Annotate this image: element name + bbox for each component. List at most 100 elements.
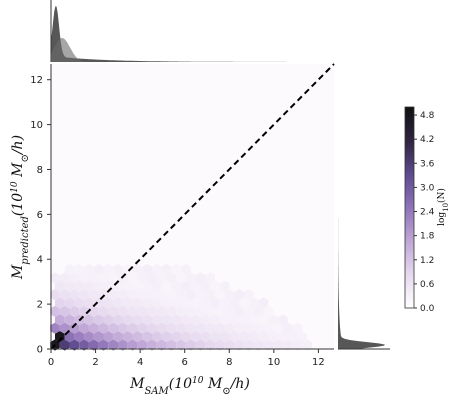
hex-cell — [195, 339, 206, 351]
y-tick-label: 10 — [30, 120, 43, 131]
hex-cell — [205, 339, 215, 351]
y-tick-label: 12 — [30, 75, 43, 86]
hex-cell — [234, 339, 245, 351]
hex-cell — [79, 272, 89, 284]
hex-cell — [171, 280, 182, 292]
x-axis-label: MSAM(1010 M⊙/h) — [129, 376, 250, 397]
hex-cell — [156, 339, 167, 351]
colorbar-tick-label: 4.8 — [420, 111, 435, 121]
hex-cell — [84, 280, 94, 292]
hex-cell — [55, 297, 65, 309]
colorbar-tick-label: 1.8 — [420, 232, 435, 242]
hex-cell — [176, 322, 186, 334]
hex-cell — [127, 289, 138, 301]
hex-cell — [93, 331, 104, 343]
hex-cell — [132, 314, 143, 326]
hex-cell — [282, 322, 293, 334]
hex-cell — [108, 339, 118, 351]
hex-cell — [50, 289, 60, 301]
hex-cell — [268, 331, 279, 343]
hex-cell — [64, 280, 75, 292]
hex-cell — [190, 297, 201, 309]
hex-cell — [137, 289, 148, 301]
hex-cell — [181, 331, 191, 343]
hex-cell — [98, 339, 109, 351]
hex-cell — [152, 331, 162, 343]
hex-cell — [93, 280, 104, 292]
hex-cell — [127, 272, 138, 284]
hex-cell — [132, 297, 143, 309]
hex-cell — [84, 263, 94, 275]
hex-cell — [88, 272, 99, 284]
hex-cell — [219, 297, 230, 309]
hex-cell — [263, 339, 274, 351]
hex-cell — [147, 322, 157, 334]
hex-cell — [166, 272, 177, 284]
hex-cell — [166, 305, 177, 317]
hex-cell — [263, 322, 274, 334]
hex-cell — [79, 322, 89, 334]
y-tick-label: 4 — [37, 255, 43, 266]
hex-cell — [122, 263, 133, 275]
hex-cell — [93, 297, 104, 309]
hex-cell — [127, 339, 138, 351]
hex-cell — [74, 263, 85, 275]
hex-cell — [127, 305, 138, 317]
top-marginal — [50, 0, 334, 62]
hex-cell — [224, 289, 235, 301]
hex-cell — [161, 263, 172, 275]
colorbar-tick-label: 4.2 — [420, 135, 434, 145]
hex-cell — [98, 322, 109, 334]
hex-cell — [224, 339, 235, 351]
x-tick-label: 2 — [92, 357, 98, 368]
hex-cell — [176, 289, 186, 301]
hex-cell — [200, 297, 211, 309]
x-tick-label: 0 — [48, 357, 54, 368]
hex-cell — [219, 280, 230, 292]
hex-cell — [118, 305, 128, 317]
hex-cell — [108, 289, 118, 301]
hex-cell — [152, 297, 162, 309]
hex-cell — [176, 305, 186, 317]
hex-cell — [253, 339, 264, 351]
hex-cell — [210, 331, 220, 343]
y-tick-label: 2 — [37, 300, 43, 311]
hex-cell — [69, 305, 80, 317]
right-marginal — [338, 64, 390, 350]
hex-cell — [229, 297, 240, 309]
hex-cell — [84, 297, 94, 309]
colorbar-tick-label: 1.2 — [420, 256, 434, 266]
hex-cell — [258, 314, 269, 326]
hex-cell — [69, 289, 80, 301]
hex-cell — [161, 314, 172, 326]
hex-cell — [59, 272, 70, 284]
hex-cell — [161, 331, 172, 343]
hex-cell — [137, 339, 148, 351]
hex-cell — [181, 280, 191, 292]
hex-cell — [229, 314, 240, 326]
hex-cell — [118, 339, 128, 351]
hex-cell — [239, 297, 249, 309]
hex-cell — [219, 314, 230, 326]
hex-cell — [50, 322, 60, 334]
hex-cell — [79, 289, 89, 301]
hex-cell — [147, 272, 157, 284]
hex-cell — [185, 272, 196, 284]
hex-cell — [113, 314, 123, 326]
hex-cell — [195, 322, 206, 334]
hex-cell — [253, 322, 264, 334]
colorbar-tick-label: 0.0 — [420, 304, 435, 314]
hex-cell — [258, 331, 269, 343]
hex-cell — [200, 331, 211, 343]
hex-cell — [210, 314, 220, 326]
right-marginal-kde — [338, 64, 385, 349]
hex-cell — [166, 289, 177, 301]
y-ticks: 0 2 4 6 8 10 12 — [30, 75, 51, 356]
hex-cell — [185, 339, 196, 351]
y-tick-label: 6 — [37, 210, 43, 221]
x-tick-label: 10 — [267, 357, 280, 368]
hex-cell — [64, 297, 75, 309]
hex-cell — [137, 305, 148, 317]
hex-cell — [190, 314, 201, 326]
